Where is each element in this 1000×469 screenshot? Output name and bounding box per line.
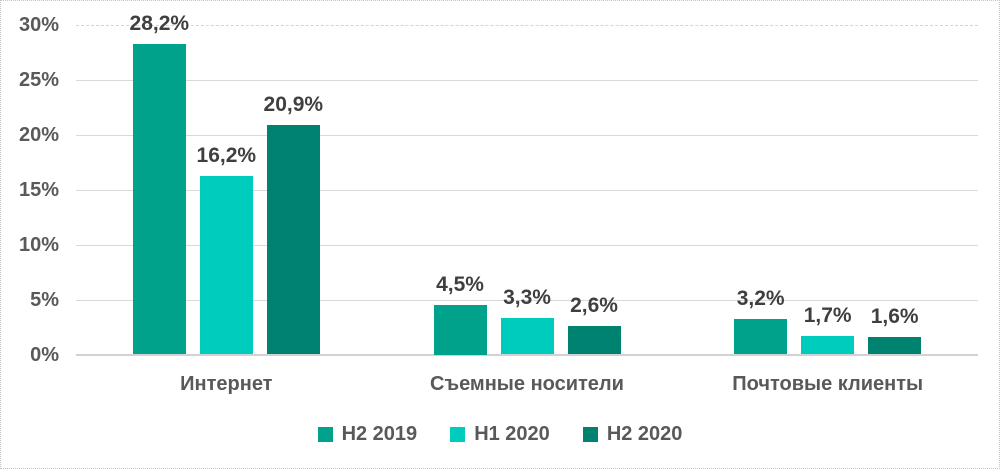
bar	[433, 305, 487, 355]
category-label: Интернет	[180, 373, 273, 395]
category-label: Съемные носители	[430, 373, 624, 395]
chart-legend: H2 2019 H1 2020 H2 2020	[1, 424, 999, 444]
bar	[868, 336, 922, 355]
y-axis-tick-label: 0%	[30, 343, 59, 366]
legend-label: H1 2020	[474, 423, 550, 445]
legend-label: H2 2019	[341, 423, 418, 445]
bar-value-label: 2,6%	[570, 293, 618, 317]
bar	[734, 319, 788, 355]
bar-value-label: 16,2%	[196, 144, 257, 168]
gridline	[76, 79, 978, 81]
y-axis-tick-label: 5%	[30, 288, 59, 311]
gridline	[76, 299, 978, 301]
bar-value-label: 1,7%	[803, 303, 852, 327]
legend-swatch	[450, 426, 466, 442]
bar-value-label: 20,9%	[263, 92, 324, 116]
y-axis-tick-label: 15%	[18, 178, 59, 201]
bar	[199, 176, 253, 355]
bar-value-label: 1,6%	[870, 304, 919, 328]
legend-item: H1 2020	[450, 424, 550, 444]
legend-label: H2 2020	[606, 423, 683, 445]
bar	[801, 335, 855, 355]
bar-value-label: 4,5%	[436, 273, 484, 296]
gridline	[76, 24, 978, 26]
bar	[132, 44, 186, 355]
gridline	[76, 353, 978, 356]
legend-item: H2 2020	[582, 423, 683, 445]
legend-item: H2 2019	[317, 423, 418, 445]
bar-value-label: 3,2%	[736, 287, 785, 311]
y-axis-tick-label: 25%	[18, 68, 59, 91]
category-label: Почтовые клиенты	[732, 373, 924, 395]
y-axis-tick-label: 10%	[18, 233, 59, 256]
legend-swatch	[317, 426, 333, 442]
legend-swatch	[582, 426, 598, 442]
bar	[567, 325, 621, 355]
y-axis-tick-label: 20%	[18, 123, 59, 146]
gridline	[76, 189, 978, 191]
bar-value-label: 3,3%	[503, 286, 551, 310]
bar-value-label: 28,2%	[129, 12, 190, 36]
y-axis-tick-label: 30%	[18, 13, 59, 36]
gridline	[76, 134, 978, 136]
bar	[266, 124, 320, 355]
bar	[500, 318, 554, 355]
gridline	[76, 244, 978, 246]
